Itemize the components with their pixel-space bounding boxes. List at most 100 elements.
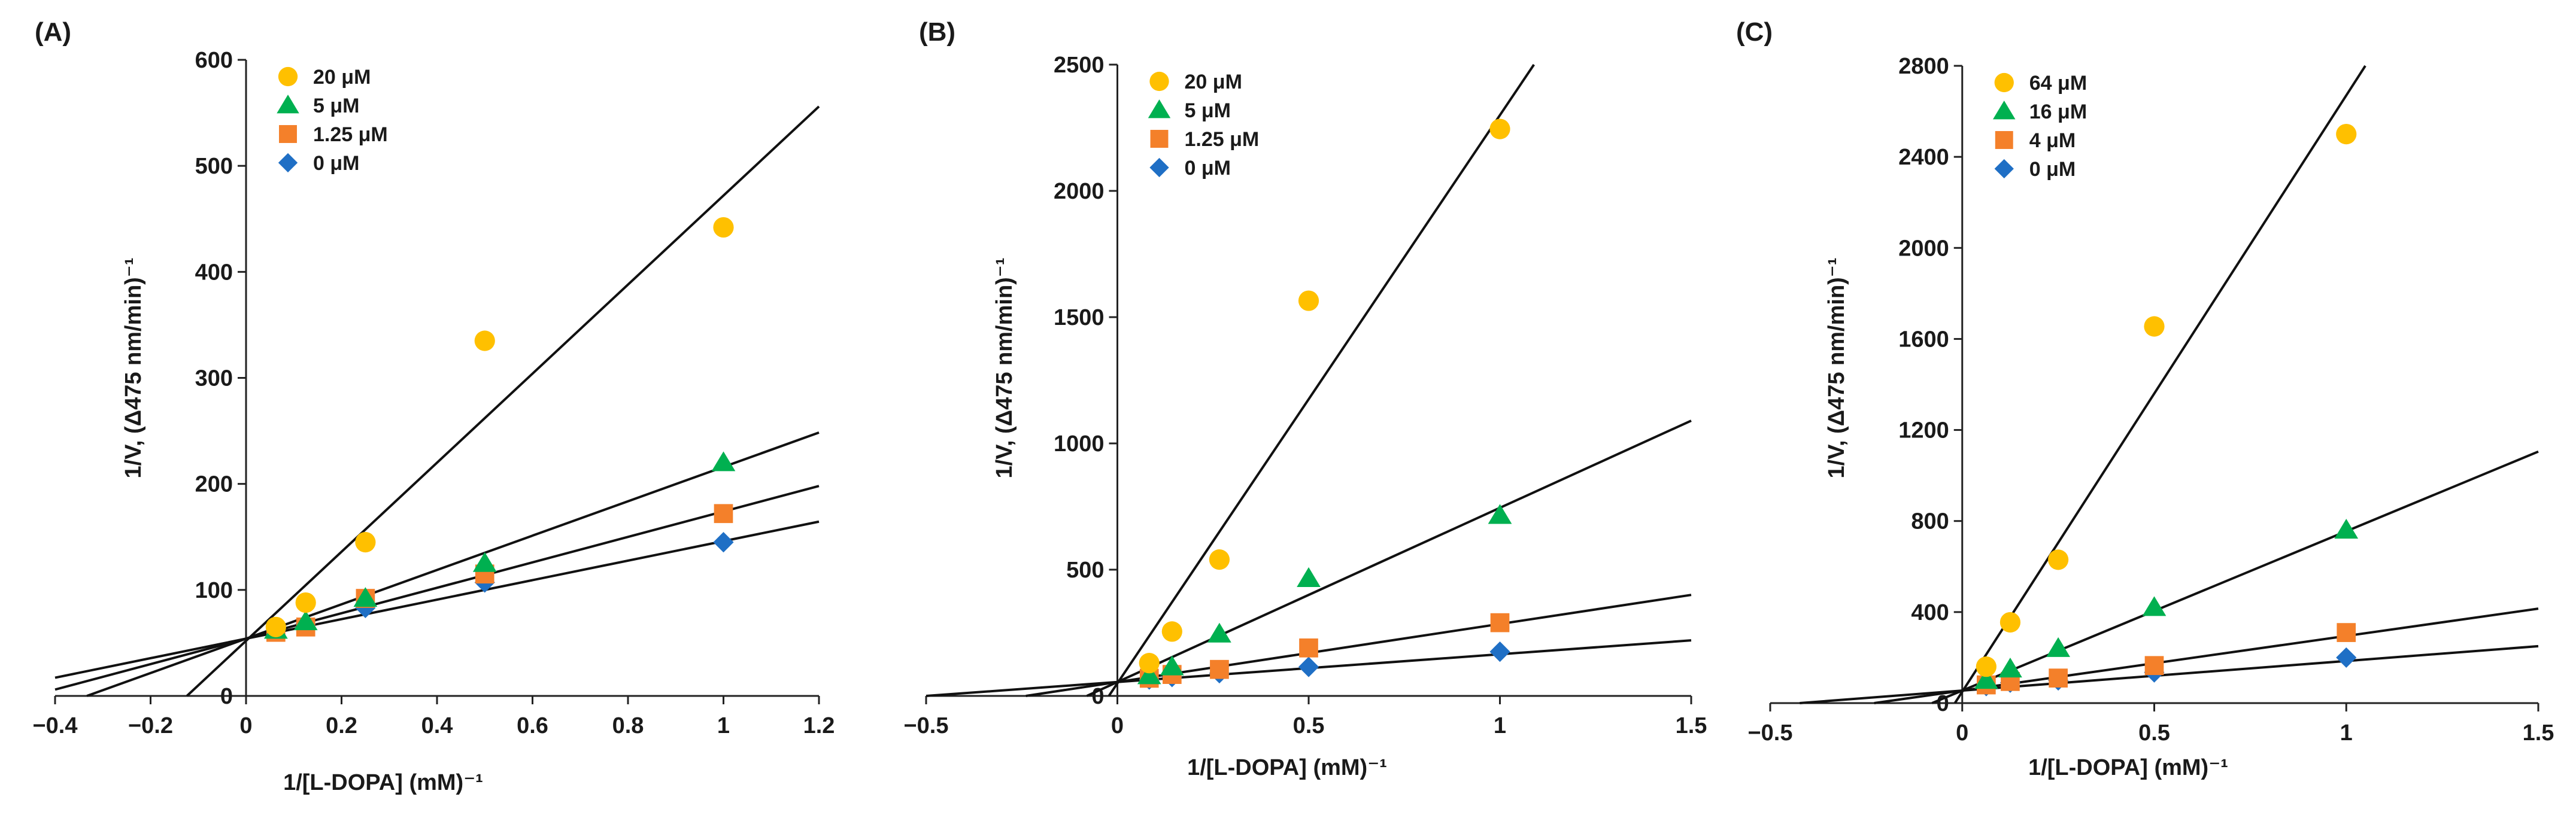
data-point bbox=[2334, 519, 2359, 539]
x-tick-label: 0.5 bbox=[2138, 720, 2170, 746]
data-point bbox=[1488, 504, 1512, 524]
x-tick-label: 0.6 bbox=[517, 713, 548, 738]
data-point bbox=[1299, 638, 1318, 658]
data-point bbox=[2046, 637, 2070, 657]
y-axis-title: 1/V, (Δ475 nm/min)⁻¹ bbox=[992, 257, 1017, 478]
y-tick-label: 400 bbox=[195, 260, 233, 285]
data-point bbox=[713, 217, 734, 238]
legend-label: 0 μM bbox=[2029, 158, 2076, 181]
legend-marker bbox=[1994, 72, 2014, 93]
y-tick-label: 2800 bbox=[1898, 54, 1949, 79]
data-point bbox=[1489, 641, 1510, 662]
data-point bbox=[1489, 118, 1510, 139]
chart-panel-1: (A) −0.4 −0.2 0 0.2 0.4 0.6 0.8 1 1.2 0 100 200 300 40… bbox=[32, 17, 835, 795]
fit-line bbox=[86, 431, 820, 697]
data-point bbox=[1298, 656, 1319, 677]
fit-line bbox=[1025, 594, 1692, 697]
data-point bbox=[2336, 124, 2357, 145]
data-point bbox=[1976, 656, 1997, 677]
y-tick-label: 0 bbox=[220, 684, 233, 709]
y-tick-label: 1200 bbox=[1898, 418, 1949, 443]
x-tick-label: 0 bbox=[239, 713, 252, 738]
x-tick-label: 0.5 bbox=[1293, 713, 1325, 738]
x-tick-label: 1 bbox=[2340, 720, 2353, 746]
data-point bbox=[472, 552, 497, 572]
x-tick-label: −0.2 bbox=[128, 713, 173, 738]
legend-marker bbox=[278, 66, 298, 87]
data-point bbox=[1998, 658, 2022, 678]
legend-marker bbox=[1148, 99, 1171, 118]
y-tick-label: 800 bbox=[1911, 509, 1949, 534]
legend-label: 0 μM bbox=[1185, 157, 1231, 180]
x-tick-label: −0.5 bbox=[903, 713, 948, 738]
legend-label: 5 μM bbox=[1185, 99, 1231, 122]
y-axis-title: 1/V, (Δ475 nm/min)⁻¹ bbox=[121, 257, 146, 478]
panel-label: (C) bbox=[1736, 17, 1773, 47]
panel-label: (B) bbox=[919, 17, 955, 47]
legend: 20 μM 5 μM 1.25 μM 0 μM bbox=[1148, 71, 1259, 180]
data-point bbox=[474, 330, 495, 351]
data-point bbox=[293, 610, 318, 631]
legend-label: 1.25 μM bbox=[1185, 128, 1260, 151]
data-point bbox=[1139, 653, 1160, 674]
data-point bbox=[2336, 647, 2357, 668]
legend: 20 μM 5 μM 1.25 μM 0 μM bbox=[277, 66, 388, 175]
x-tick-label: 0 bbox=[1956, 720, 1968, 746]
x-tick-label: 1.2 bbox=[803, 713, 835, 738]
data-point bbox=[1209, 549, 1230, 570]
x-tick-label: 1.5 bbox=[2523, 720, 2554, 746]
data-point bbox=[295, 592, 316, 613]
y-tick-label: 1600 bbox=[1898, 327, 1949, 352]
data-point bbox=[265, 616, 286, 637]
y-tick-label: 300 bbox=[195, 366, 233, 391]
data-point bbox=[2048, 549, 2069, 570]
legend-label: 20 μM bbox=[313, 66, 371, 89]
y-tick-label: 200 bbox=[195, 472, 233, 497]
chart-panel-2: (B)−0.5 0 0.5 1 1.5050010001500200025001/[L-… bbox=[903, 17, 1707, 780]
data-point bbox=[353, 587, 378, 607]
data-point bbox=[1974, 669, 1998, 689]
data-point bbox=[2337, 623, 2356, 642]
data-point bbox=[2142, 596, 2167, 616]
x-tick-label: −0.4 bbox=[32, 713, 77, 738]
data-point bbox=[1161, 621, 1182, 642]
legend-label: 16 μM bbox=[2029, 101, 2087, 123]
data-point bbox=[1207, 622, 1231, 643]
fit-line bbox=[1931, 450, 2539, 704]
x-axis-title: 1/[L-DOPA] (mM)⁻¹ bbox=[283, 770, 483, 795]
y-tick-label: 1000 bbox=[1054, 431, 1105, 457]
legend: 64 μM 16 μM 4 μM 0 μM bbox=[1993, 72, 2087, 181]
legend-label: 1.25 μM bbox=[313, 123, 388, 146]
data-point bbox=[714, 504, 733, 524]
x-tick-label: 0.8 bbox=[612, 713, 644, 738]
legend-marker bbox=[278, 153, 298, 173]
y-tick-label: 400 bbox=[1911, 600, 1949, 625]
legend-marker bbox=[279, 125, 297, 143]
x-tick-label: 1 bbox=[1494, 713, 1506, 738]
x-tick-label: 1 bbox=[717, 713, 730, 738]
x-axis-title: 1/[L-DOPA] (mM)⁻¹ bbox=[2028, 755, 2228, 780]
legend-label: 0 μM bbox=[313, 152, 359, 175]
fit-line bbox=[1953, 65, 2366, 704]
data-point bbox=[1137, 664, 1161, 685]
y-tick-label: 500 bbox=[195, 154, 233, 179]
x-tick-label: 1.5 bbox=[1676, 713, 1707, 738]
data-point bbox=[713, 532, 734, 553]
fit-line bbox=[1800, 644, 2539, 704]
data-point bbox=[355, 532, 376, 553]
legend-marker bbox=[1993, 101, 2016, 120]
y-tick-label: 1500 bbox=[1054, 305, 1105, 330]
y-tick-label: 2400 bbox=[1898, 145, 1949, 170]
fit-line bbox=[1108, 63, 1535, 697]
legend-marker bbox=[1150, 130, 1169, 148]
legend-label: 64 μM bbox=[2029, 72, 2087, 95]
legend-marker bbox=[1149, 71, 1169, 92]
panel-label: (A) bbox=[35, 17, 71, 47]
data-point bbox=[1298, 290, 1319, 311]
legend-label: 5 μM bbox=[313, 95, 359, 117]
data-point bbox=[2144, 656, 2164, 676]
fit-line bbox=[1086, 419, 1692, 697]
y-tick-label: 100 bbox=[195, 578, 233, 603]
y-tick-label: 2500 bbox=[1054, 53, 1105, 78]
legend-label: 20 μM bbox=[1185, 71, 1242, 93]
